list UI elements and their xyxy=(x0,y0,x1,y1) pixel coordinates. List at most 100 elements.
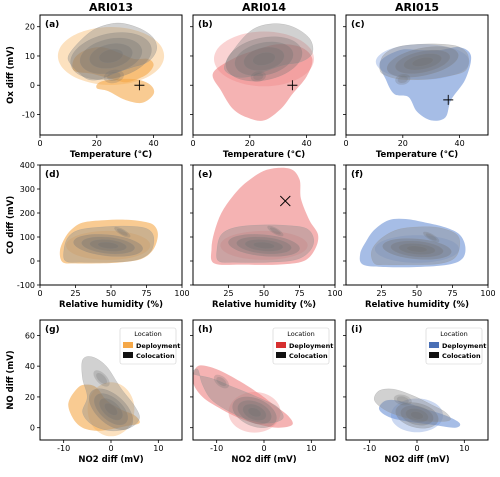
legend-box-g xyxy=(119,327,177,365)
colocation-level-f-1 xyxy=(390,240,444,258)
x-tick-label-h: 10 xyxy=(306,444,316,453)
x-axis-label-d: Relative humidity (%) xyxy=(59,300,163,310)
colocation-secondary-h-0 xyxy=(213,374,229,389)
deployment-core-i xyxy=(391,398,443,433)
plus-marker-a xyxy=(134,80,145,91)
x-tick-label-i: 10 xyxy=(459,444,469,453)
legend-title-g: Location xyxy=(134,330,162,338)
x-tick-label-g: 0 xyxy=(108,444,113,453)
colocation-level-i-0 xyxy=(395,402,439,429)
deployment-density-a-0 xyxy=(72,47,154,83)
colocation-density-e-0 xyxy=(216,224,315,263)
colocation-secondary-c-0 xyxy=(395,74,411,85)
legend-label-deployment-i: Deployment xyxy=(442,342,486,350)
plot-area-c xyxy=(375,43,472,121)
axes-frame-a xyxy=(39,14,183,136)
panel-g: (g) -10 0 10 0 20 40 60 NO2 diff (mV) NO diff (mV… xyxy=(6,319,183,465)
y-tick-label-d: -100 xyxy=(17,281,35,290)
legend-swatch-deployment-i xyxy=(429,342,439,348)
colocation-secondary-i-0 xyxy=(393,394,412,406)
legend-box-i xyxy=(425,327,483,365)
y-axis-label-g: NO diff (mV) xyxy=(6,350,16,409)
colocation-secondary-f-0 xyxy=(423,231,440,243)
colocation-level-i-3 xyxy=(410,411,424,420)
colocation-level-c-0 xyxy=(386,46,459,78)
deployment-density-d-0 xyxy=(59,219,158,264)
legend-box-h xyxy=(272,327,330,365)
legend-label-colocation-i: Colocation xyxy=(442,352,481,360)
y-tick-label-d: 300 xyxy=(20,185,35,194)
y-tick-label-a: -10 xyxy=(22,111,35,120)
plot-area-i xyxy=(373,388,461,433)
x-tick-label-b: 40 xyxy=(302,139,312,148)
deployment-core-g xyxy=(87,382,135,437)
y-tick-label-g: 0 xyxy=(30,424,35,433)
colocation-level-d-1 xyxy=(81,236,135,255)
panel-letter-i: (i) xyxy=(351,325,362,335)
colocation-density-a-0 xyxy=(67,22,157,81)
deployment-density-halo-b-0 xyxy=(212,44,313,121)
deployment-core-c xyxy=(375,44,470,80)
colocation-level-i-1 xyxy=(400,405,434,426)
deployment-core-f xyxy=(374,235,460,263)
deployment-density-f-0 xyxy=(359,218,466,268)
colocation-secondary-d-0 xyxy=(114,226,131,238)
x-tick-label-e: 75 xyxy=(294,289,304,298)
panel-a: (a) 0 20 40 -10 0 10 20 Temperature (°C) Ox diff … xyxy=(6,14,183,160)
colocation-level-g-2 xyxy=(99,398,123,421)
colocation-level-c-2 xyxy=(403,53,442,71)
colocation-level-i-2 xyxy=(405,408,429,423)
colocation-level-b-1 xyxy=(234,41,294,77)
colocation-level-a-3 xyxy=(98,48,124,64)
panel-letter-a: (a) xyxy=(45,20,59,30)
y-tick-label-d: 200 xyxy=(20,209,35,218)
legend-title-i: Location xyxy=(440,330,468,338)
cross-marker-e xyxy=(279,195,291,207)
colocation-level-e-3 xyxy=(253,241,275,249)
x-tick-label-h: 0 xyxy=(261,444,266,453)
x-axis-label-c: Temperature (°C) xyxy=(376,150,458,160)
y-tick-label-g: 40 xyxy=(25,362,35,371)
colocation-level-c-3 xyxy=(411,57,434,67)
colocation-secondary-f-1 xyxy=(425,233,437,241)
colocation-level-b-2 xyxy=(243,46,285,71)
column-title-ari015: ARI015 xyxy=(395,1,439,14)
colocation-density-f-0 xyxy=(371,226,461,265)
deployment-density-h-0 xyxy=(193,365,293,428)
legend-title-h: Location xyxy=(287,330,315,338)
colocation-level-g-1 xyxy=(94,393,128,426)
plot-area-d xyxy=(59,219,158,264)
panel-f: (f) 25 50 75 100 Relative humidity (%) xyxy=(343,164,496,310)
x-tick-label-i: 0 xyxy=(414,444,419,453)
x-tick-label-e: 50 xyxy=(259,289,269,298)
x-tick-label-b: 20 xyxy=(245,139,255,148)
colocation-density-b-0 xyxy=(223,23,314,78)
colocation-level-h-2 xyxy=(242,403,267,421)
x-axis-label-a: Temperature (°C) xyxy=(70,150,152,160)
colocation-secondary-h-1 xyxy=(216,377,227,387)
x-tick-label-a: 0 xyxy=(37,139,42,148)
plot-area-e xyxy=(210,167,319,265)
colocation-level-f-0 xyxy=(382,238,452,260)
legend-swatch-deployment-h xyxy=(276,342,286,348)
plus-marker-b xyxy=(287,80,298,91)
deployment-core-d xyxy=(66,230,151,260)
colocation-density-g-0 xyxy=(81,356,140,432)
plot-area-h xyxy=(193,365,293,433)
colocation-density-c-0 xyxy=(379,43,469,81)
plot-area-a xyxy=(57,22,165,104)
colocation-secondary-a-0 xyxy=(103,69,124,84)
deployment-density-halo-a-0 xyxy=(72,47,154,83)
x-tick-label-h: -10 xyxy=(210,444,223,453)
colocation-secondary-d-1 xyxy=(116,228,128,236)
colocation-level-e-1 xyxy=(236,236,292,255)
x-tick-label-c: 20 xyxy=(398,139,408,148)
plot-area-f xyxy=(359,218,466,268)
legend-swatch-colocation-i xyxy=(429,352,439,358)
deployment-core-a xyxy=(57,27,165,85)
x-tick-label-c: 40 xyxy=(455,139,465,148)
colocation-density-h-0 xyxy=(193,368,284,424)
legend-swatch-deployment-g xyxy=(123,342,133,348)
column-title-ari014: ARI014 xyxy=(242,1,286,14)
